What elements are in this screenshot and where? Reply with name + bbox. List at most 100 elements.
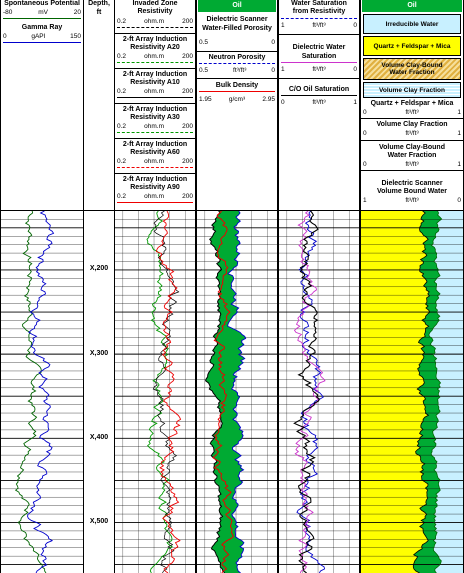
a10-title: 2-ft Array Induction (122, 71, 188, 78)
a10-rule (117, 97, 193, 98)
a90-title: 2-ft Array Induction (122, 176, 188, 183)
volumetrics-oil-title: Oil (362, 0, 462, 12)
saturation-svg (279, 211, 359, 573)
clay-scale: 0 ft³/ft³ 1 (363, 130, 461, 137)
neutron-title: Neutron Porosity (208, 54, 266, 61)
sw-res-scale: 1 ft³/ft³ 0 (281, 22, 357, 29)
legend-quartz: Quartz + Feldspar + Mica (363, 36, 461, 56)
saturation-plot (279, 210, 359, 573)
sat-sep-2 (279, 78, 359, 79)
a30-rule (117, 132, 193, 133)
dielectric-porosity-curve (205, 211, 226, 573)
gr-rule (3, 42, 81, 43)
track-resistivity: Invaded Zone Resistivity 0.2 ohm.m 200 2… (114, 0, 196, 573)
depth-label: X,500 (89, 518, 109, 526)
vol-sep-3 (361, 170, 463, 171)
track-sp-gamma: Spontaneous Potential -80 mV 20 Gamma Ra… (0, 0, 84, 573)
sw-res-sub: from Resistivity (292, 8, 346, 15)
dielectric-porosity-title: Dielectric Scanner (206, 16, 268, 23)
res-sep-4 (115, 138, 195, 139)
bound-water-fill (413, 211, 442, 573)
a30-sub: Resistivity A30 (130, 114, 180, 121)
depth-label: X,200 (89, 265, 109, 273)
dsbw-curve-title: Dielectric Scanner (381, 180, 443, 187)
bulk-density-scale: 1.95 g/cm³ 2.95 (199, 96, 275, 103)
volumetrics-plot (361, 210, 463, 573)
a20-sub: Resistivity A20 (130, 44, 180, 51)
sp-gamma-plot (1, 210, 83, 573)
co-rule (281, 95, 357, 96)
a60-title: 2-ft Array Induction (122, 141, 188, 148)
co-title: C/O Oil Saturation (288, 86, 350, 93)
bulk-density-title: Bulk Density (215, 82, 259, 89)
gr-title: Gamma Ray (21, 24, 63, 31)
co-oil-curve (293, 211, 321, 573)
volumetrics-svg (361, 211, 463, 573)
quartz-curve-title: Quartz + Feldspar + Mica (370, 100, 454, 107)
sw-dielectric-curve (293, 211, 326, 573)
resistivity-plot (115, 210, 195, 573)
track-volumetrics: Oil Irreducible Water Quartz + Feldspar … (360, 0, 464, 573)
a90-sub: Resistivity A90 (130, 184, 180, 191)
invaded-title: Invaded Zone (132, 0, 178, 7)
gamma-ray-curve (27, 211, 55, 573)
a90-rule (117, 202, 193, 203)
porosity-oil-title: Oil (198, 0, 276, 12)
cbw-curve-title: Volume Clay-Bound (379, 144, 445, 151)
a20-rule (117, 62, 193, 63)
por-sep-1 (197, 51, 277, 52)
a20-scale: 0.2 ohm.m 200 (117, 53, 193, 60)
neutron-rule (199, 63, 275, 64)
quartz-curve (412, 211, 431, 573)
res-sep-2 (115, 68, 195, 69)
invaded-rule (117, 27, 193, 28)
depth-plot: X,200 X,300 X,400 X,500 (84, 210, 114, 573)
vol-sep-1 (361, 118, 463, 119)
a60-scale: 0.2 ohm.m 200 (117, 158, 193, 165)
sw-resistivity-curve (296, 211, 326, 573)
porosity-svg (197, 211, 277, 573)
a20-title: 2-ft Array Induction (122, 36, 188, 43)
sw-diel-rule (281, 62, 357, 63)
cbw-scale: 0 ft³/ft³ 1 (363, 161, 461, 168)
vol-sep-2 (361, 140, 463, 141)
neutron-scale: 0.5 ft³/ft³ 0 (199, 67, 275, 74)
dsbw-curve-sub: Volume Bound Water (377, 188, 447, 195)
porosity-plot (197, 210, 277, 573)
invaded-sub: Resistivity (137, 8, 173, 15)
res-sep-1 (115, 33, 195, 34)
sp-gamma-svg (1, 211, 83, 573)
a10-curve (152, 211, 180, 573)
sw-res-title: Water Saturation (291, 0, 347, 7)
dielectric-bound-water-curve (428, 211, 443, 573)
a20-curve (146, 211, 173, 573)
quartz-scale: 0 ft³/ft³ 1 (363, 109, 461, 116)
sw-diel-scale: 1 ft³/ft³ 0 (281, 66, 357, 73)
quartz-fill (361, 211, 430, 573)
bulk-density-rule (199, 91, 275, 92)
invaded-scale: 0.2 ohm.m 200 (117, 18, 193, 25)
a60-sub: Resistivity A60 (130, 149, 180, 156)
depth-label: X,400 (89, 433, 109, 441)
a10-sub: Resistivity A10 (130, 79, 180, 86)
legend-clay-bound-water: Volume Clay-Bound Water Fraction (363, 58, 461, 80)
co-scale: 0 ft³/ft³ 1 (281, 99, 357, 106)
track-depth: Depth, ft X,200 X,300 X,400 X,500 (84, 0, 114, 573)
resistivity-svg (115, 211, 195, 573)
a90-scale: 0.2 ohm.m 200 (117, 193, 193, 200)
a10-scale: 0.2 ohm.m 200 (117, 88, 193, 95)
sp-scale: -80 mV 20 (3, 9, 81, 16)
track-saturation: Water Saturation from Resistivity 1 ft³/… (278, 0, 360, 573)
cbw-curve-sub: Water Fraction (387, 152, 437, 159)
dielectric-porosity-sub: Water-Filled Porosity (202, 25, 272, 32)
por-sep-2 (197, 78, 277, 79)
depth-title: Depth, (88, 0, 110, 7)
gr-scale: 0 gAPI 150 (3, 33, 81, 40)
neutron-porosity-curve (227, 211, 247, 573)
a60-rule (117, 167, 193, 168)
legend-clay-fraction: Volume Clay Fraction (363, 82, 461, 98)
sat-sep-1 (279, 34, 359, 35)
sp-curve (14, 211, 47, 573)
a30-title: 2-ft Array Induction (122, 106, 188, 113)
